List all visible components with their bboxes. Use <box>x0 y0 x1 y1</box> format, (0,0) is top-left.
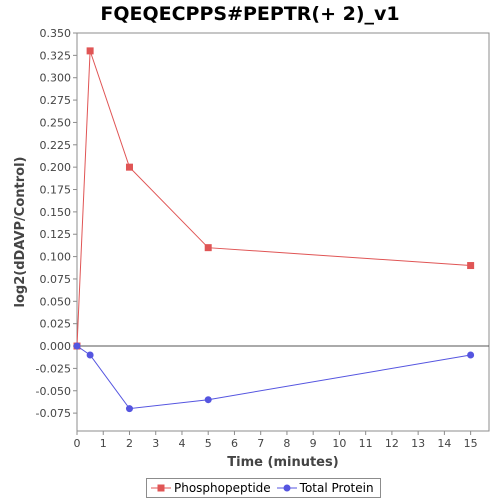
legend-label: Phosphopeptide <box>174 481 271 495</box>
legend-label: Total Protein <box>299 481 374 495</box>
data-point-circle <box>73 342 81 350</box>
x-axis-label: Time (minutes) <box>227 455 338 470</box>
data-point-circle <box>86 351 94 359</box>
y-tick-label: 0.075 <box>40 273 72 286</box>
x-tick-label: 8 <box>283 437 290 450</box>
legend: Phosphopeptide Total Protein <box>146 478 381 498</box>
chart-title: FQEQECPPS#PEPTR(+ 2)_v1 <box>100 3 400 25</box>
y-tick-label: 0.100 <box>40 251 72 264</box>
x-tick-label: 13 <box>411 437 425 450</box>
y-tick-label: 0.000 <box>40 340 72 353</box>
y-tick-label: 0.250 <box>40 116 72 129</box>
x-tick-label: 11 <box>359 437 373 450</box>
y-tick-label: -0.050 <box>36 385 71 398</box>
y-tick-label: 0.150 <box>40 206 72 219</box>
legend-swatch <box>276 484 297 492</box>
data-point-circle <box>204 396 212 404</box>
y-tick-label: 0.125 <box>40 228 72 241</box>
data-point-circle <box>467 351 475 359</box>
x-tick-label: 7 <box>257 437 264 450</box>
y-tick-label: 0.275 <box>40 94 72 107</box>
x-tick-label: 4 <box>178 437 185 450</box>
data-point-square <box>467 262 475 270</box>
data-point-circle <box>125 405 133 413</box>
data-point-square <box>125 163 133 171</box>
x-tick-label: 1 <box>100 437 107 450</box>
y-tick-label: 0.350 <box>40 27 72 40</box>
y-axis-label: log2(dDAVP/Control) <box>13 157 28 308</box>
x-tick-label: 9 <box>310 437 317 450</box>
data-point-square <box>86 47 94 55</box>
y-tick-label: 0.200 <box>40 161 72 174</box>
y-tick-label: 0.175 <box>40 184 72 197</box>
legend-swatch <box>151 484 171 492</box>
x-tick-label: 6 <box>231 437 238 450</box>
y-tick-label: 0.300 <box>40 72 72 85</box>
y-tick-label: 0.050 <box>40 295 72 308</box>
y-tick-label: -0.075 <box>36 407 71 420</box>
y-tick-label: 0.225 <box>40 139 72 152</box>
data-point-square <box>204 244 212 252</box>
y-tick-label: 0.025 <box>40 318 72 331</box>
legend-item: Phosphopeptide <box>151 481 271 495</box>
x-tick-label: 2 <box>126 437 133 450</box>
x-tick-label: 0 <box>74 437 81 450</box>
plot-area <box>76 32 490 432</box>
x-tick-label: 15 <box>464 437 478 450</box>
x-tick-label: 14 <box>437 437 451 450</box>
y-tick-label: 0.325 <box>40 49 72 62</box>
x-tick-label: 5 <box>205 437 212 450</box>
x-tick-label: 12 <box>385 437 399 450</box>
x-tick-label: 10 <box>332 437 346 450</box>
legend-item: Total Protein <box>276 481 374 495</box>
x-tick-label: 3 <box>152 437 159 450</box>
y-tick-label: -0.025 <box>36 362 71 375</box>
